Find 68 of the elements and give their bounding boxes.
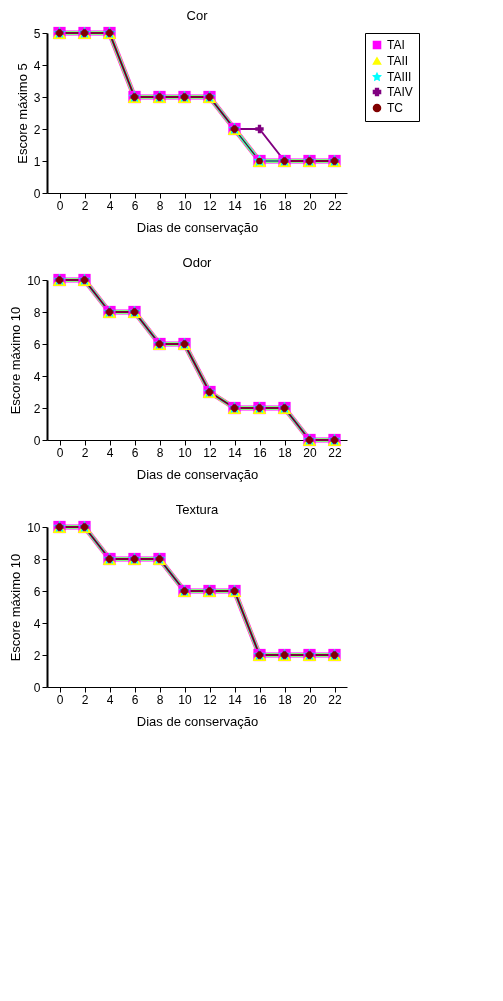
x-tick-label: 8: [156, 198, 164, 213]
y-axis-title: Escore máximo 10: [8, 553, 24, 662]
y-tick-label: 10: [27, 520, 41, 535]
x-tick-label: 14: [228, 445, 242, 460]
x-tick-label: 4: [106, 692, 114, 707]
x-tick-label: 0: [56, 445, 64, 460]
legend-label: TAIII: [387, 70, 412, 84]
x-tick-label: 10: [178, 445, 192, 460]
y-axis-title: Escore máximo 10: [8, 306, 24, 415]
x-tick-label: 0: [56, 692, 64, 707]
x-tick-label: 16: [253, 692, 267, 707]
x-tick-label: 22: [328, 198, 342, 213]
y-tick-label: 5: [33, 26, 41, 41]
legend-label: TC: [387, 101, 404, 115]
y-tick-label: 0: [33, 186, 41, 201]
y-tick-label: 4: [33, 616, 41, 631]
x-tick-label: 8: [156, 692, 164, 707]
x-tick-label: 2: [81, 198, 89, 213]
x-tick-label: 2: [81, 692, 89, 707]
y-tick-label: 6: [33, 584, 41, 599]
x-tick-label: 18: [278, 198, 292, 213]
x-tick-label: 20: [303, 445, 317, 460]
x-tick-label: 12: [203, 445, 217, 460]
x-tick-label: 6: [131, 692, 139, 707]
y-tick-label: 2: [33, 648, 41, 663]
x-tick-label: 8: [156, 445, 164, 460]
x-tick-label: 16: [253, 198, 267, 213]
legend-label: TAI: [387, 38, 405, 52]
x-tick-label: 4: [106, 198, 114, 213]
y-tick-label: 10: [27, 273, 41, 288]
y-tick-label: 0: [33, 680, 41, 695]
y-tick-label: 8: [33, 305, 41, 320]
x-tick-label: 6: [131, 198, 139, 213]
x-tick-label: 12: [203, 692, 217, 707]
x-axis-title: Dias de conservação: [136, 466, 259, 482]
x-tick-label: 2: [81, 445, 89, 460]
x-tick-label: 14: [228, 692, 242, 707]
x-tick-label: 16: [253, 445, 267, 460]
y-axis-title: Escore máximo 5: [14, 63, 30, 164]
legend-label: TAIV: [387, 85, 413, 99]
x-axis-title: Dias de conservação: [136, 219, 259, 235]
x-tick-label: 10: [178, 198, 192, 213]
legend-label: TAII: [387, 54, 409, 68]
chart-title: Cor: [186, 7, 209, 23]
chart-title: Odor: [182, 254, 213, 270]
x-tick-label: 4: [106, 445, 114, 460]
x-tick-label: 14: [228, 198, 242, 213]
x-tick-label: 22: [328, 692, 342, 707]
x-tick-label: 22: [328, 445, 342, 460]
y-tick-label: 1: [33, 154, 41, 169]
y-tick-label: 2: [33, 122, 41, 137]
x-tick-label: 20: [303, 198, 317, 213]
x-tick-label: 18: [278, 445, 292, 460]
y-tick-label: 6: [33, 337, 41, 352]
x-tick-label: 10: [178, 692, 192, 707]
y-tick-label: 2: [33, 401, 41, 416]
y-tick-label: 4: [33, 58, 41, 73]
x-tick-label: 18: [278, 692, 292, 707]
y-tick-label: 8: [33, 552, 41, 567]
x-tick-label: 6: [131, 445, 139, 460]
y-tick-label: 3: [33, 90, 41, 105]
x-tick-label: 0: [56, 198, 64, 213]
chart-title: Textura: [175, 501, 220, 517]
y-tick-label: 0: [33, 433, 41, 448]
x-tick-label: 20: [303, 692, 317, 707]
y-tick-label: 4: [33, 369, 41, 384]
x-tick-label: 12: [203, 198, 217, 213]
x-axis-title: Dias de conservação: [136, 713, 259, 729]
